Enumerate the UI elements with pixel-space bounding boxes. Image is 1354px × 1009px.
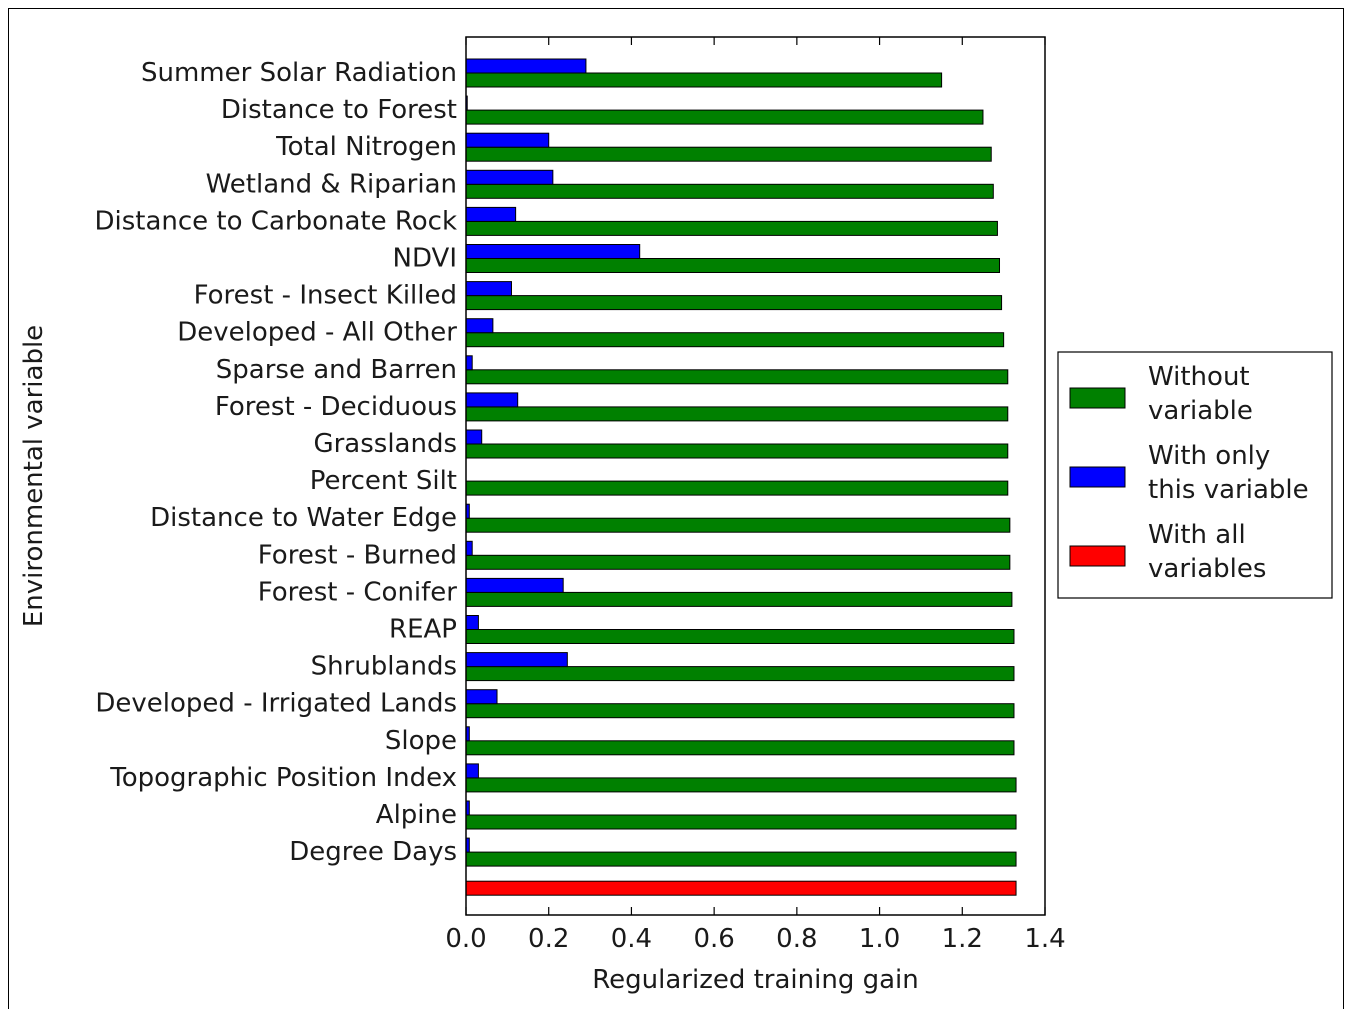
y-tick-label: Forest - Insect Killed bbox=[194, 281, 457, 311]
bar-without-variable bbox=[465, 777, 1017, 793]
y-tick-label: Distance to Carbonate Rock bbox=[94, 206, 457, 236]
bar-without-variable bbox=[465, 332, 1005, 348]
y-tick-label: Distance to Water Edge bbox=[150, 503, 457, 533]
bar-without-variable bbox=[465, 369, 1009, 385]
legend-label: With all variables bbox=[1148, 520, 1266, 584]
y-tick-label: Topographic Position Index bbox=[109, 763, 457, 793]
y-tick-label: Distance to Forest bbox=[221, 95, 457, 125]
bar-without-variable bbox=[465, 220, 998, 236]
bar-with-only-variable bbox=[465, 429, 483, 445]
x-tick-label: 0.2 bbox=[528, 924, 569, 954]
ticks-layer: Summer Solar Radiation Distance to Forest… bbox=[94, 37, 1066, 954]
bar-with-only-variable bbox=[465, 355, 473, 371]
x-tick-label: 0.4 bbox=[611, 924, 652, 954]
legend-label: With only this variable bbox=[1148, 441, 1309, 505]
bar-with-only-variable bbox=[465, 652, 568, 668]
bar-with-only-variable bbox=[465, 132, 550, 148]
y-tick-label: Developed - All Other bbox=[177, 318, 457, 348]
y-tick-label: Sparse and Barren bbox=[216, 355, 457, 385]
x-tick-label: 0.0 bbox=[445, 924, 486, 954]
x-tick-label: 1.2 bbox=[942, 924, 983, 954]
bar-without-variable bbox=[465, 517, 1011, 533]
bar-without-variable bbox=[465, 295, 1003, 311]
bar-without-variable bbox=[465, 406, 1009, 422]
y-axis-label: Environmental variable bbox=[19, 325, 49, 627]
bar-without-variable bbox=[465, 703, 1015, 719]
x-tick-label: 1.0 bbox=[859, 924, 900, 954]
bar-with-only-variable bbox=[465, 58, 587, 74]
y-tick-label: Slope bbox=[385, 726, 457, 756]
bar-with-only-variable bbox=[465, 540, 473, 556]
y-tick-label: Forest - Conifer bbox=[258, 577, 458, 607]
legend-swatch bbox=[1069, 466, 1126, 488]
y-tick-label: Total Nitrogen bbox=[275, 132, 457, 162]
bar-without-variable bbox=[465, 814, 1017, 830]
bar-without-variable bbox=[465, 554, 1011, 570]
bar-with-only-variable bbox=[465, 281, 512, 297]
bar-with-only-variable bbox=[465, 689, 498, 705]
bar-without-variable bbox=[465, 740, 1015, 756]
y-tick-label: Forest - Burned bbox=[258, 540, 457, 570]
bar-without-variable bbox=[465, 109, 984, 125]
plot-area bbox=[465, 36, 1046, 916]
bar-without-variable bbox=[465, 258, 1001, 273]
bar-without-variable bbox=[465, 666, 1015, 682]
x-axis-label: Regularized training gain bbox=[592, 965, 919, 995]
bar-without-variable bbox=[465, 851, 1017, 867]
y-tick-label: REAP bbox=[389, 615, 457, 645]
figure-frame bbox=[8, 8, 1344, 1009]
bar-with-only-variable bbox=[465, 206, 517, 222]
y-tick-label: Forest - Deciduous bbox=[215, 392, 457, 422]
y-tick-label: Developed - Irrigated Lands bbox=[95, 689, 457, 719]
bar-with-only-variable bbox=[465, 577, 564, 593]
bar-without-variable bbox=[465, 591, 1013, 607]
bar-with-only-variable bbox=[465, 318, 494, 334]
legend-label: Without variable bbox=[1148, 362, 1253, 426]
x-tick-label: 0.8 bbox=[776, 924, 817, 954]
bar-without-variable bbox=[465, 72, 943, 88]
y-tick-label: NDVI bbox=[393, 244, 457, 274]
y-tick-label: Alpine bbox=[376, 800, 457, 830]
x-tick-label: 1.4 bbox=[1024, 924, 1065, 954]
y-tick-label: Degree Days bbox=[289, 837, 457, 867]
bar-without-variable bbox=[465, 443, 1009, 459]
bar-with-only-variable bbox=[465, 615, 479, 630]
bar-without-variable bbox=[465, 146, 992, 162]
legend-swatch bbox=[1069, 545, 1126, 567]
x-tick-label: 0.6 bbox=[693, 924, 734, 954]
bar-without-variable bbox=[465, 183, 994, 199]
y-tick-label: Shrublands bbox=[311, 652, 457, 682]
bar-without-variable bbox=[465, 629, 1015, 644]
bar-with-all-variables bbox=[465, 880, 1017, 896]
bars-layer bbox=[465, 58, 1017, 896]
y-tick-label: Grasslands bbox=[313, 429, 457, 459]
legend: Without variable With only this variable Wit… bbox=[1057, 351, 1333, 599]
bar-with-only-variable bbox=[465, 392, 519, 408]
bar-with-only-variable bbox=[465, 169, 554, 185]
y-tick-label: Wetland & Riparian bbox=[206, 169, 457, 199]
bar-with-only-variable bbox=[465, 244, 641, 259]
bar-with-only-variable bbox=[465, 763, 479, 779]
legend-swatch bbox=[1069, 387, 1126, 409]
bar-without-variable bbox=[465, 480, 1009, 496]
y-tick-label: Percent Silt bbox=[310, 466, 457, 496]
y-tick-label: Summer Solar Radiation bbox=[141, 58, 457, 88]
